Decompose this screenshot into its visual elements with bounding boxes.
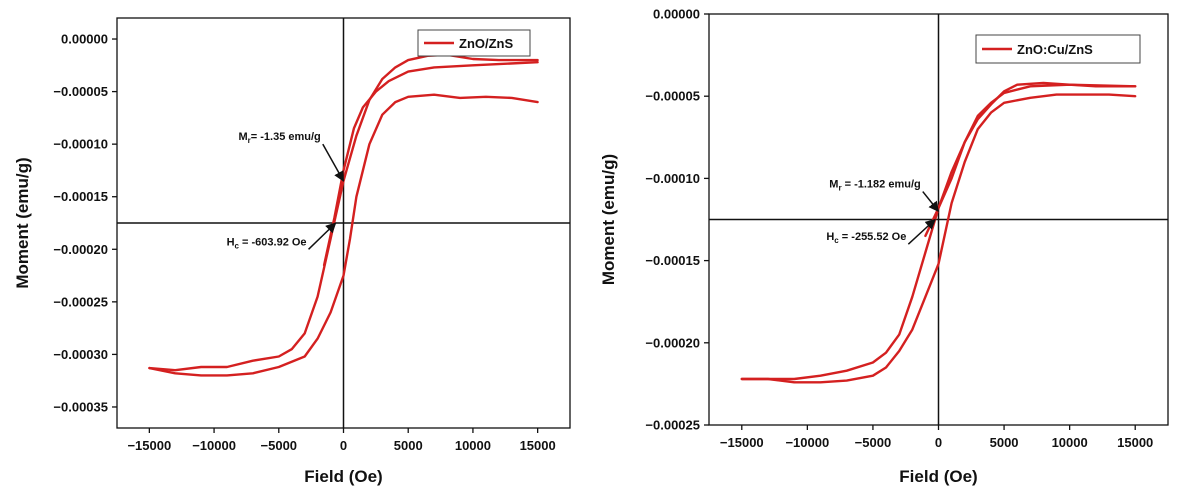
y-tick-label: 0.00000 xyxy=(61,32,108,47)
y-tick-label: −0.00005 xyxy=(53,84,108,99)
y-axis-title: Moment (emu/g) xyxy=(13,157,32,288)
x-tick-label: 10000 xyxy=(455,438,491,453)
y-tick-label: −0.00005 xyxy=(645,89,700,104)
x-axis-title: Field (Oe) xyxy=(899,467,977,486)
x-tick-label: −15000 xyxy=(127,438,171,453)
y-tick-label: −0.00030 xyxy=(53,347,108,362)
annotation-label: Hc = -255.52 Oe xyxy=(826,231,906,245)
y-tick-label: −0.00010 xyxy=(645,171,700,186)
y-tick-label: −0.00035 xyxy=(53,399,108,414)
x-tick-label: 0 xyxy=(340,438,347,453)
annotation-arrow xyxy=(907,218,936,245)
annotation-subscript: r xyxy=(248,136,251,145)
x-axis-title: Field (Oe) xyxy=(304,467,382,486)
annotation-label: Mr = -1.182 emu/g xyxy=(829,179,920,193)
x-tick-label: −5000 xyxy=(855,435,892,450)
hysteresis-chart-zno-cu-zns: −15000 −10000 −5000 0 5000 10000 15000 0.00000 −… xyxy=(599,7,1169,486)
x-tick-label: 10000 xyxy=(1052,435,1088,450)
y-tick-label: 0.00000 xyxy=(653,7,700,22)
y-axis-title: Moment (emu/g) xyxy=(599,154,618,285)
y-tick-label: −0.00020 xyxy=(53,242,108,257)
annotation-label: Hc = -603.92 Oe xyxy=(227,236,307,250)
y-tick-label: −0.00025 xyxy=(645,418,700,433)
series-line-branch-1 xyxy=(148,93,539,377)
x-tick-label: 5000 xyxy=(990,435,1019,450)
hysteresis-chart-zno-zns: −15000 −10000 −5000 0 5000 10000 15000 0.00000 −… xyxy=(13,17,571,486)
x-tick-label: 0 xyxy=(935,435,942,450)
annotation-value: = -255.52 Oe xyxy=(839,231,907,243)
y-tick-label: −0.00025 xyxy=(53,294,108,309)
x-tick-label: −5000 xyxy=(261,438,298,453)
legend: ZnO:Cu/ZnS xyxy=(975,34,1141,64)
y-tick-label: −0.00020 xyxy=(645,335,700,350)
annotation-subscript: c xyxy=(834,236,839,245)
annotation-symbol: H xyxy=(826,231,834,243)
annotation-symbol: M xyxy=(238,131,247,143)
x-tick-label: −10000 xyxy=(785,435,829,450)
y-tick-label: −0.00010 xyxy=(53,137,108,152)
annotation-arrow xyxy=(308,222,337,250)
annotation-arrow xyxy=(922,191,940,213)
x-tick-label: 5000 xyxy=(394,438,423,453)
annotation-value: = -603.92 Oe xyxy=(239,236,307,248)
annotation-value: = -1.35 emu/g xyxy=(251,131,321,143)
x-tick-label: 15000 xyxy=(520,438,556,453)
annotation-label: Mr= -1.35 emu/g xyxy=(238,131,320,145)
y-tick-label: −0.00015 xyxy=(645,253,700,268)
legend: ZnO/ZnS xyxy=(417,29,531,57)
x-tick-label: 15000 xyxy=(1117,435,1153,450)
legend-label: ZnO/ZnS xyxy=(459,36,513,51)
annotation-subscript: c xyxy=(235,241,240,250)
annotation-subscript: r xyxy=(838,184,841,193)
annotation-symbol: H xyxy=(227,236,235,248)
series-line-branch-2 xyxy=(924,83,1137,238)
annotation-value: = -1.182 emu/g xyxy=(842,179,921,191)
y-tick-label: −0.00015 xyxy=(53,189,108,204)
annotation-symbol: M xyxy=(829,179,838,191)
series-line-branch-2 xyxy=(322,61,539,267)
series-line-branch-1 xyxy=(740,93,1137,384)
legend-label: ZnO:Cu/ZnS xyxy=(1017,42,1093,57)
x-tick-label: −15000 xyxy=(720,435,764,450)
x-tick-label: −10000 xyxy=(192,438,236,453)
annotation-arrow xyxy=(322,143,345,182)
